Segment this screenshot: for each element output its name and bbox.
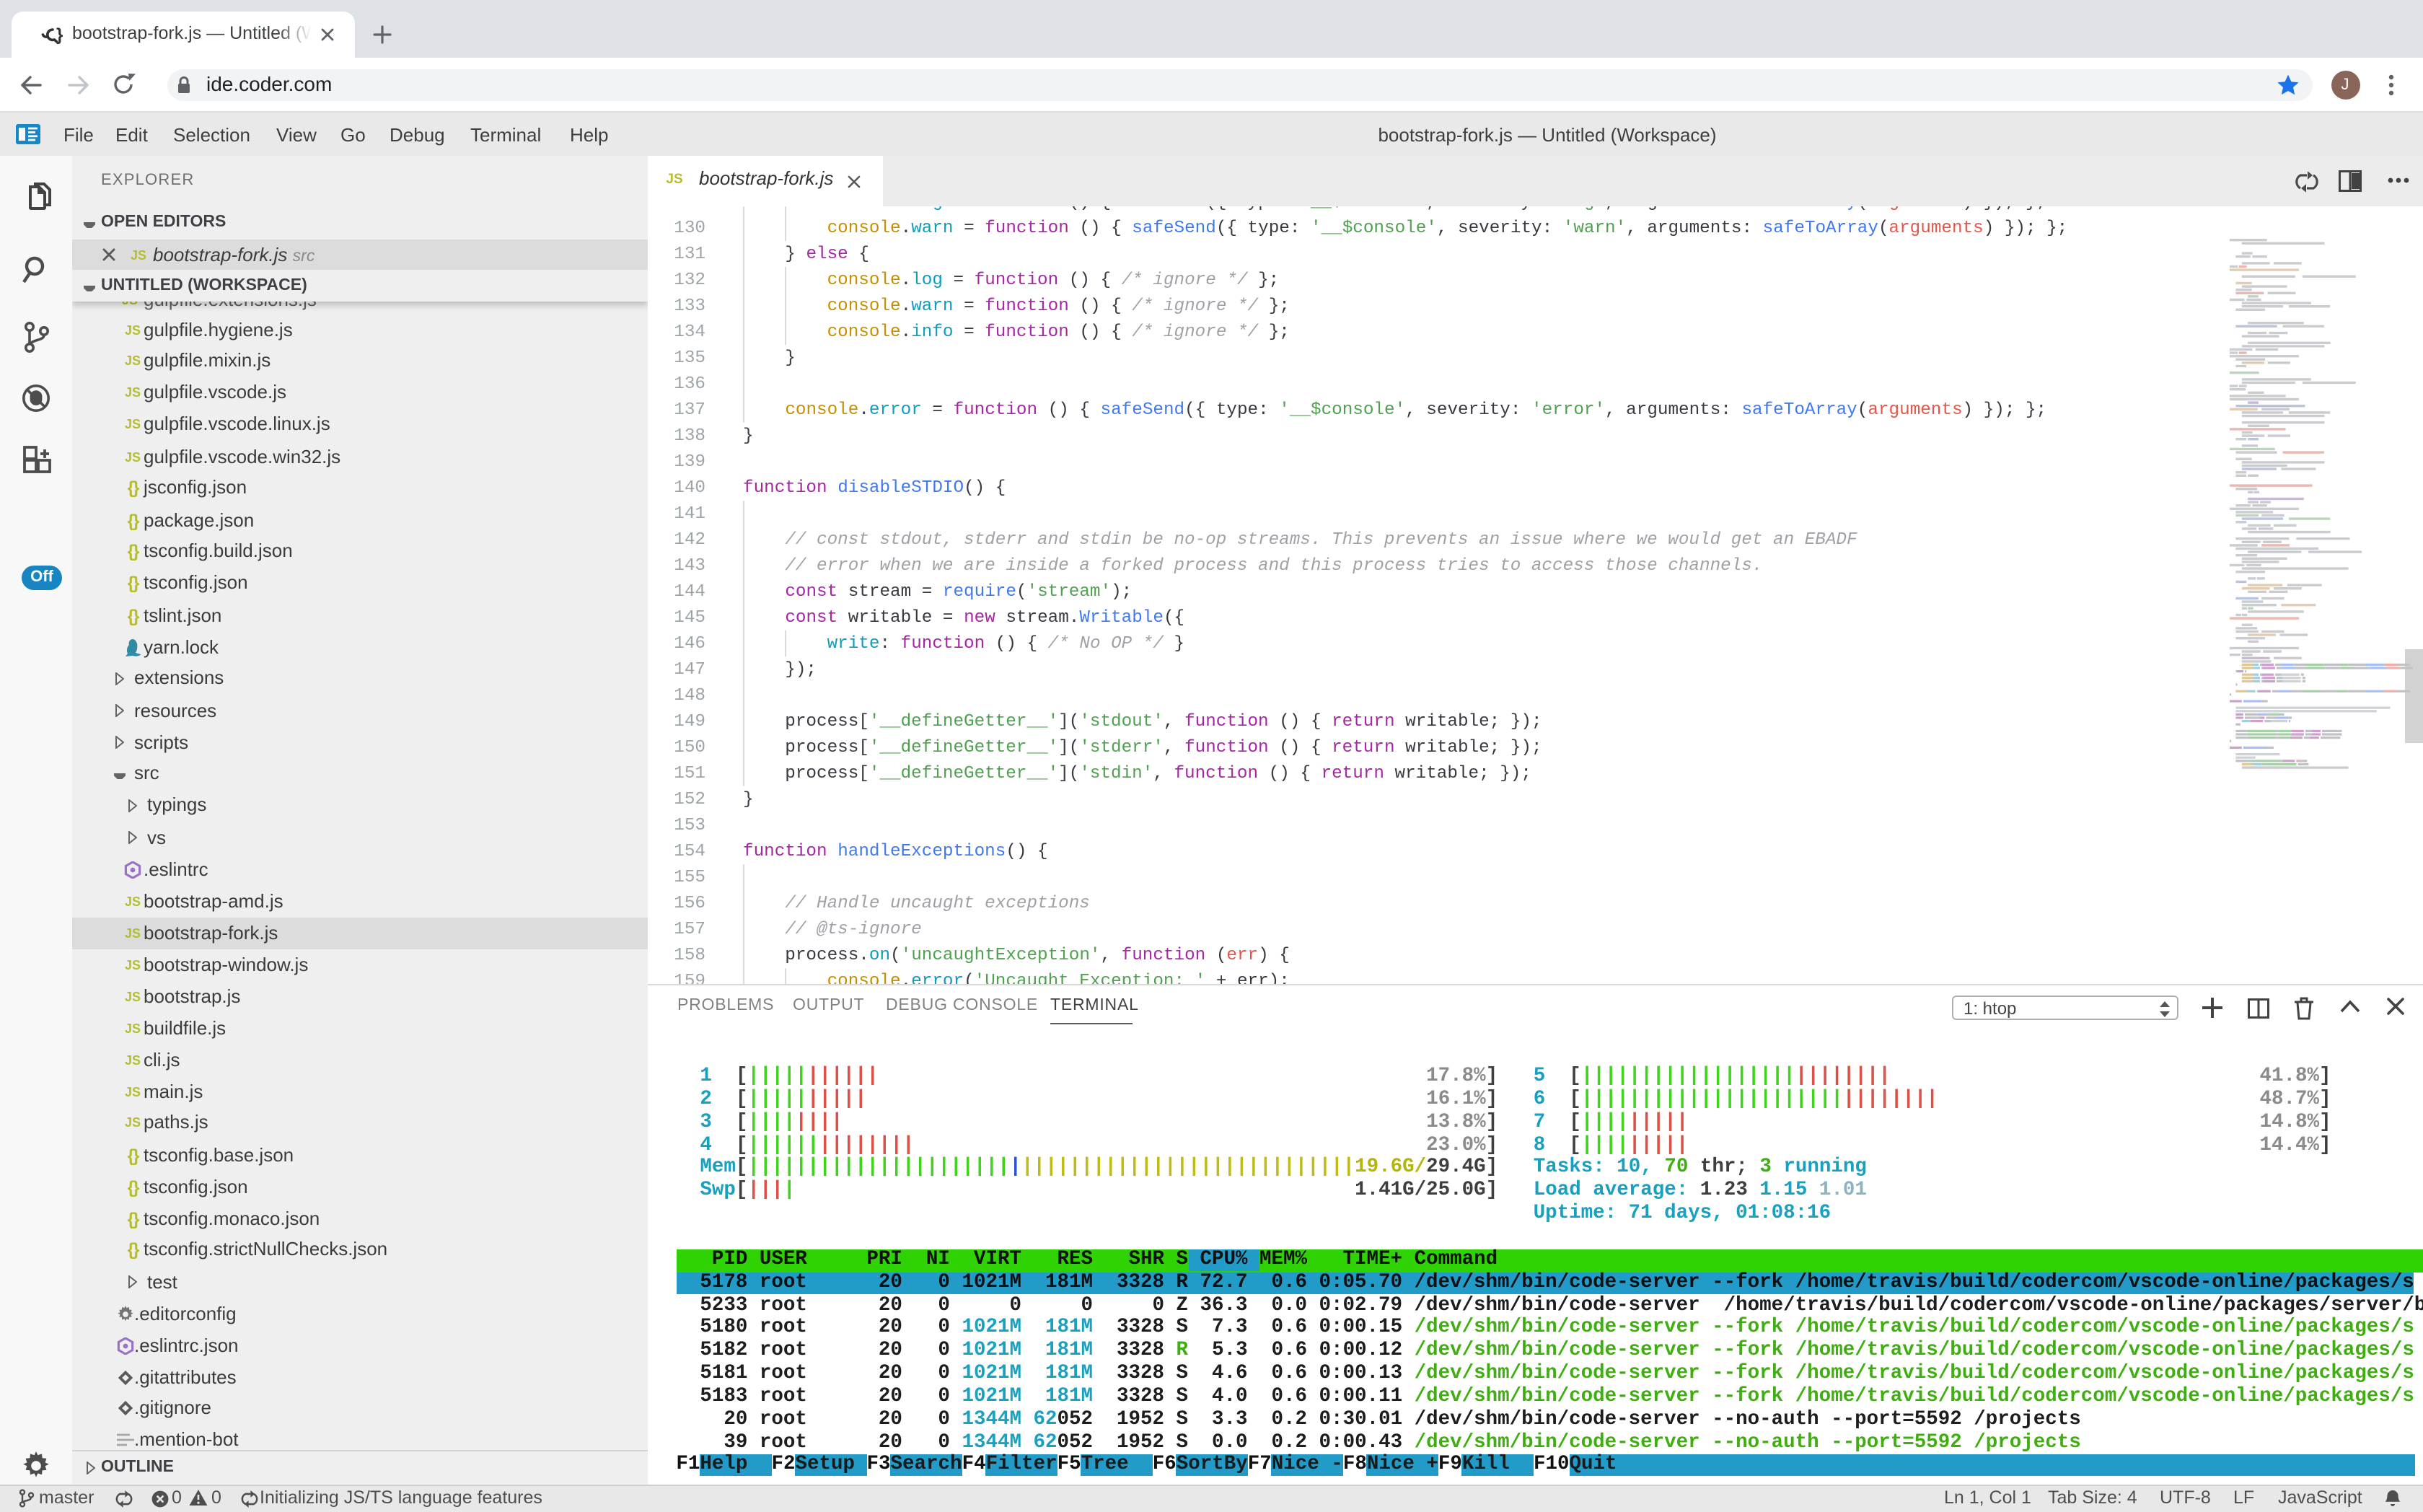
svg-text:}: } [56, 25, 63, 45]
